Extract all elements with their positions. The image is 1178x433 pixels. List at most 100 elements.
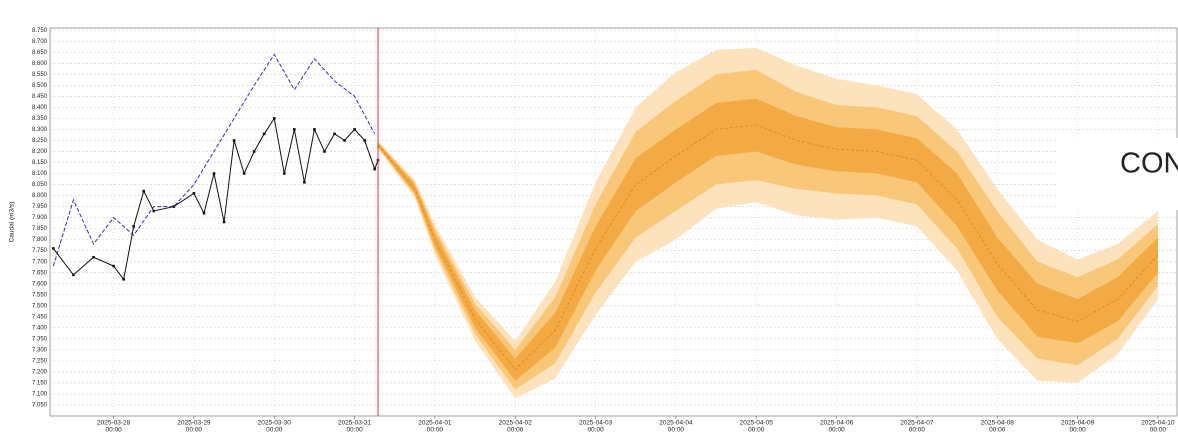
series-marker (122, 278, 125, 281)
y-tick-label: 7.500 (32, 303, 48, 309)
x-tick-label: 00:00 (105, 427, 122, 433)
series-marker (323, 150, 326, 153)
series-marker (242, 172, 246, 175)
x-tick-label: 00:00 (346, 427, 363, 433)
annotation-box (1058, 138, 1178, 210)
y-tick-label: 8.600 (32, 61, 48, 67)
series-marker (192, 192, 196, 195)
y-tick-label: 8.450 (32, 94, 48, 100)
x-tick-label: 2025-03-31 (338, 420, 372, 427)
series-marker (303, 181, 306, 184)
y-tick-label: 8.650 (32, 50, 48, 56)
y-tick-label: 8.050 (32, 182, 48, 188)
x-tick-label: 00:00 (909, 427, 926, 433)
series-marker (112, 264, 115, 268)
x-tick-label: 2025-04-10 (1141, 420, 1175, 427)
series-marker (222, 220, 226, 224)
series-marker (252, 150, 256, 153)
x-tick-label: 2025-04-07 (900, 420, 934, 427)
x-tick-label: 2025-03-30 (258, 420, 292, 427)
y-tick-label: 8.200 (32, 149, 48, 155)
y-tick-label: 7.950 (32, 204, 48, 210)
y-tick-label: 7.100 (32, 392, 48, 398)
y-tick-label: 7.600 (32, 281, 48, 287)
y-tick-label: 8.350 (32, 116, 48, 122)
y-tick-label: 7.450 (32, 314, 48, 320)
x-tick-label: 2025-04-04 (659, 420, 693, 427)
x-tick-label: 2025-04-01 (418, 420, 452, 427)
y-tick-label: 7.650 (32, 270, 48, 276)
x-tick-label: 2025-04-03 (579, 420, 613, 427)
x-tick-label: 00:00 (668, 427, 685, 433)
series-marker (172, 205, 176, 208)
series-marker (293, 128, 296, 131)
x-tick-label: 2025-03-29 (177, 420, 211, 427)
y-tick-label: 7.050 (32, 403, 48, 409)
forecast-median (377, 124, 1159, 371)
y-tick-label: 8.500 (32, 83, 48, 89)
y-tick-label: 7.750 (32, 248, 48, 254)
series-marker (272, 117, 276, 120)
x-tick-label: 2025-04-09 (1061, 420, 1095, 427)
x-tick-label: 2025-04-02 (499, 420, 533, 427)
series-marker (92, 255, 95, 259)
y-tick-label: 7.400 (32, 325, 48, 331)
series-marker (262, 132, 266, 136)
series-marker (212, 172, 216, 175)
y-tick-label: 7.800 (32, 237, 48, 243)
x-tick-label: 00:00 (989, 427, 1006, 433)
x-tick-label: 2025-04-08 (981, 420, 1015, 427)
y-tick-label: 7.250 (32, 358, 48, 364)
y-tick-label: 8.700 (32, 39, 48, 45)
y-tick-label: 7.850 (32, 226, 48, 232)
y-tick-label: 8.400 (32, 105, 48, 111)
x-tick-label: 00:00 (507, 427, 524, 433)
y-tick-label: 7.300 (32, 347, 48, 353)
x-tick-label: 2025-03-28 (97, 420, 131, 427)
annotation: CON (1120, 148, 1178, 180)
y-axis-label: Caudal (m3/s) (9, 202, 16, 243)
y-tick-label: 8.000 (32, 193, 48, 199)
series-marker (363, 139, 366, 142)
marks (52, 28, 1159, 416)
y-tick-label: 8.150 (32, 160, 48, 166)
series-marker (333, 132, 336, 136)
y-tick-label: 7.350 (32, 336, 48, 342)
series-marker (52, 247, 55, 250)
x-tick-label: 00:00 (266, 427, 283, 433)
x-tick-label: 2025-04-05 (740, 420, 774, 427)
series-marker (313, 128, 316, 131)
x-tick-label: 00:00 (828, 427, 845, 433)
forecast-band (378, 98, 1158, 381)
series-marker (232, 139, 236, 142)
series-marker (283, 172, 286, 175)
x-tick-label: 2025-04-06 (820, 420, 854, 427)
y-tick-label: 8.100 (32, 171, 48, 177)
y-tick-label: 8.550 (32, 72, 48, 78)
y-tick-label: 8.300 (32, 127, 48, 133)
series-line (52, 53, 376, 267)
x-tick-label: 00:00 (748, 427, 765, 433)
y-tick-label: 8.250 (32, 138, 48, 144)
series-marker (202, 211, 206, 215)
x-tick-label: 00:00 (587, 427, 604, 433)
y-tick-label: 7.700 (32, 259, 48, 265)
series-marker (132, 225, 135, 228)
series-marker (142, 189, 146, 193)
y-tick-label: 7.200 (32, 369, 48, 375)
x-tick-label: 00:00 (1069, 427, 1086, 433)
labels: 7.050 7.100 7.150 7.200 7.250 7.300 7.350 7.400… (32, 28, 1175, 433)
y-tick-label: 7.150 (32, 381, 48, 387)
series-marker (152, 209, 156, 213)
x-tick-label: 00:00 (186, 427, 203, 433)
x-tick-label: 00:00 (1150, 427, 1167, 433)
series-marker (343, 139, 346, 142)
y-tick-label: 7.900 (32, 215, 48, 221)
x-tick-label: 00:00 (427, 427, 444, 433)
series-marker (373, 167, 376, 171)
series-marker (353, 128, 356, 131)
y-tick-label: 7.550 (32, 292, 48, 298)
series-marker (72, 273, 75, 277)
y-tick-label: 8.750 (32, 28, 48, 34)
